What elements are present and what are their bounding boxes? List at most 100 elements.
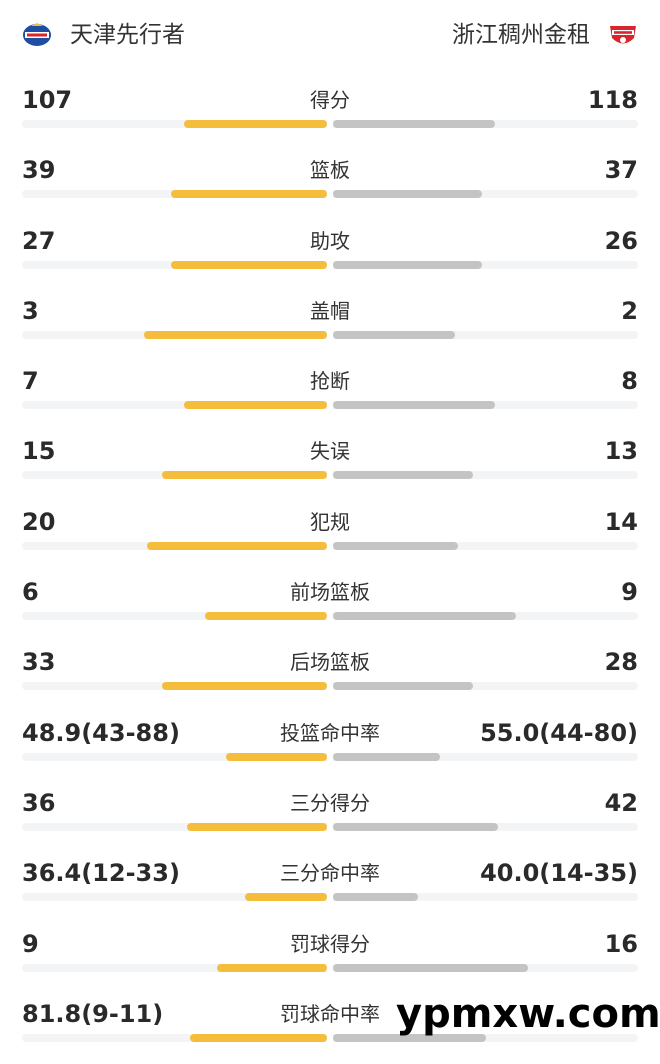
away-stat-value: 8 — [621, 367, 638, 396]
away-stat-value: 55.0(44-80) — [480, 718, 638, 747]
away-bar-track — [333, 612, 638, 621]
away-stat-bar — [333, 893, 418, 902]
stat-label: 罚球得分 — [290, 931, 370, 956]
home-team-name: 天津先行者 — [70, 22, 185, 48]
home-stat-value: 33 — [22, 648, 56, 677]
away-bar-track — [333, 330, 638, 339]
home-stat-bar — [184, 401, 327, 410]
away-stat-value: 2 — [621, 296, 638, 325]
away-bar-track — [333, 471, 638, 480]
away-stat-bar — [333, 260, 482, 269]
away-stat-bar — [333, 682, 473, 691]
stat-label: 助攻 — [310, 228, 350, 253]
home-stat-bar — [171, 190, 327, 199]
home-stat-value: 107 — [22, 86, 73, 114]
stat-row: 107 得分 118 — [0, 80, 660, 150]
home-stat-value: 15 — [22, 437, 56, 466]
away-bar-track — [333, 541, 638, 550]
away-stat-value: 9 — [621, 578, 638, 607]
home-stat-value: 39 — [22, 156, 56, 185]
stat-label: 盖帽 — [310, 298, 350, 323]
away-bar-track — [333, 893, 638, 902]
away-stat-value: 26 — [604, 226, 638, 255]
stat-row: 27 助攻 26 — [0, 221, 660, 291]
home-stat-value: 81.8(9-11) — [22, 999, 164, 1028]
away-bar-track — [333, 963, 638, 972]
home-stat-bar — [144, 330, 327, 339]
stat-row: 3 盖帽 2 — [0, 291, 660, 361]
home-stat-bar — [190, 1033, 327, 1042]
away-stat-value: 40.0(14-35) — [480, 859, 638, 888]
stat-label: 犯规 — [310, 509, 350, 534]
stat-row: 39 篮板 37 — [0, 150, 660, 220]
home-stat-value: 20 — [22, 507, 56, 536]
home-stat-value: 3 — [22, 296, 39, 325]
away-stat-value: 118 — [587, 86, 638, 114]
home-bar-track — [22, 471, 327, 480]
away-bar-track — [333, 260, 638, 269]
away-stat-value: 37 — [604, 156, 638, 185]
away-stat-bar — [333, 1033, 486, 1042]
zhejiang-team-logo-icon — [610, 26, 636, 44]
home-stat-value: 9 — [22, 929, 39, 958]
stat-row: 81.8(9-11) 罚球命中率 — [0, 994, 660, 1064]
home-bar-track — [22, 963, 327, 972]
home-stat-bar — [162, 682, 327, 691]
home-stat-bar — [184, 120, 327, 128]
home-stat-bar — [226, 752, 327, 761]
stat-label: 前场篮板 — [290, 580, 370, 605]
watermark: ypmxw.com — [396, 991, 660, 1037]
home-bar-track — [22, 682, 327, 691]
home-bar-track — [22, 612, 327, 621]
home-stat-value: 6 — [22, 578, 39, 607]
stat-label: 篮板 — [310, 158, 350, 183]
away-stat-value: 13 — [604, 437, 638, 466]
home-bar-track — [22, 541, 327, 550]
home-bar-track — [22, 893, 327, 902]
away-stat-bar — [333, 120, 495, 128]
home-stat-bar — [245, 893, 327, 902]
home-stat-value: 7 — [22, 367, 39, 396]
stat-row: 6 前场篮板 9 — [0, 572, 660, 642]
stat-label: 罚球命中率 — [280, 1001, 380, 1026]
stat-label: 投篮命中率 — [280, 720, 380, 745]
away-stat-bar — [333, 190, 482, 199]
stat-row: 36 三分得分 42 — [0, 783, 660, 853]
away-stat-value: 28 — [604, 648, 638, 677]
home-bar-track — [22, 260, 327, 269]
away-bar-track — [333, 752, 638, 761]
home-bar-track — [22, 120, 327, 128]
stat-row: 9 罚球得分 16 — [0, 924, 660, 994]
home-stat-bar — [171, 260, 327, 269]
away-stat-value: 14 — [604, 507, 638, 536]
home-stat-bar — [162, 471, 327, 480]
away-bar-track — [333, 1033, 638, 1042]
away-bar-track — [333, 682, 638, 691]
stat-row: 7 抢断 8 — [0, 361, 660, 431]
home-bar-track — [22, 401, 327, 410]
stat-row: 15 失误 13 — [0, 431, 660, 501]
home-stat-value: 36 — [22, 788, 56, 817]
stat-label: 三分得分 — [290, 790, 370, 815]
home-bar-track — [22, 1033, 327, 1042]
away-stat-bar — [333, 541, 458, 550]
stat-label: 三分命中率 — [280, 861, 380, 886]
home-stat-value: 36.4(12-33) — [22, 859, 180, 888]
away-stat-bar — [333, 401, 495, 410]
stats-list: 107 得分 118 39 篮板 37 27 助攻 26 3 盖帽 2 7 抢断 8 15 失误 13 20 犯规 14… — [0, 80, 660, 1064]
away-bar-track — [333, 120, 638, 128]
home-stat-bar — [217, 963, 327, 972]
away-stat-bar — [333, 752, 440, 761]
away-stat-value: 42 — [604, 788, 638, 817]
home-bar-track — [22, 190, 327, 199]
away-stat-bar — [333, 471, 473, 480]
stat-label: 失误 — [310, 439, 350, 464]
home-bar-track — [22, 330, 327, 339]
home-stat-bar — [187, 822, 327, 831]
away-stat-bar — [333, 612, 516, 621]
away-bar-track — [333, 401, 638, 410]
away-stat-bar — [333, 822, 498, 831]
stat-row: 48.9(43-88) 投篮命中率 55.0(44-80) — [0, 713, 660, 783]
tianjin-team-logo-icon — [23, 23, 51, 46]
stat-label: 后场篮板 — [290, 650, 370, 675]
